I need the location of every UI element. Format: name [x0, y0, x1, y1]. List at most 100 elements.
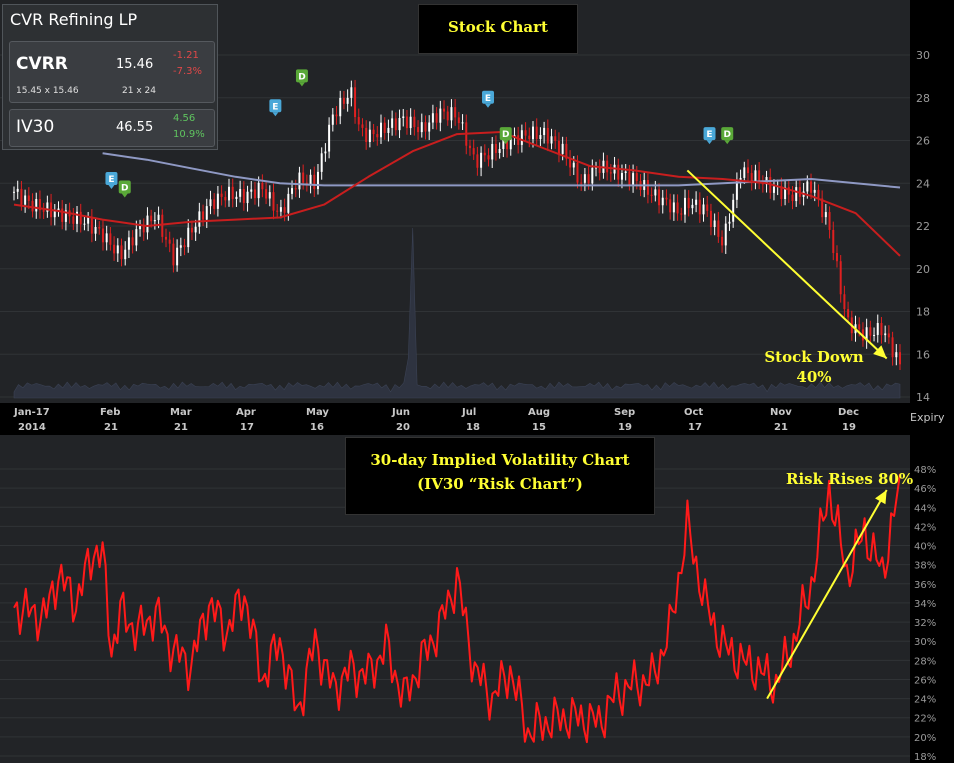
candle-body: [268, 192, 271, 199]
candle-body: [899, 352, 901, 365]
x-tick-label: Feb: [100, 407, 120, 418]
iv-chart-title-line1: 30-day Implied Volatility Chart: [370, 451, 630, 469]
candle-body: [394, 118, 397, 131]
candle-body: [669, 199, 672, 213]
quote-change: -1.21: [173, 50, 199, 61]
candle-body: [687, 197, 690, 209]
candle-body: [717, 220, 720, 237]
candle-body: [587, 174, 590, 184]
marker-pointer: [485, 103, 492, 108]
candle-body: [646, 180, 649, 195]
y-tick-label: 16: [916, 348, 930, 361]
candle-body: [839, 261, 842, 295]
y-tick-label: 22: [916, 220, 930, 233]
candle-body: [431, 113, 434, 123]
y-tick-label: 28: [916, 92, 930, 105]
quote-change-pct: -7.3%: [173, 66, 203, 77]
candle-body: [287, 193, 290, 213]
candle-body: [402, 116, 405, 119]
candle-body: [246, 191, 249, 204]
iv-chart-title-line2: (IV30 “Risk Chart”): [417, 475, 583, 493]
risk-rises-arrow-head: [875, 490, 887, 505]
candle-body: [835, 252, 838, 262]
candle-body: [706, 204, 709, 211]
candle-body: [413, 116, 416, 128]
candle-body: [131, 237, 134, 246]
candle-body: [176, 247, 179, 266]
candle-body: [895, 352, 898, 358]
candle-body: [439, 108, 442, 123]
candle-body: [365, 127, 368, 143]
candle-body: [554, 136, 557, 141]
candle-body: [858, 324, 861, 330]
candle-body: [205, 206, 208, 220]
candle-body: [101, 228, 104, 243]
candle-body: [658, 189, 661, 206]
candle-body: [168, 239, 171, 244]
candle-body: [591, 167, 594, 184]
x-tick-label: Sep: [614, 407, 635, 418]
candle-body: [676, 202, 679, 214]
y-tick-label: 38%: [914, 561, 936, 572]
candle-body: [239, 188, 242, 197]
candle-body: [116, 245, 119, 254]
x-tick-label: Oct: [684, 407, 703, 418]
candle-body: [724, 223, 727, 246]
x-tick-sublabel: 17: [688, 422, 702, 433]
marker-label: D: [298, 72, 305, 82]
candle-body: [832, 229, 835, 253]
candle-body: [328, 124, 331, 152]
candle-body: [342, 97, 345, 104]
y-tick-label: 24%: [914, 695, 936, 706]
candle-body: [702, 204, 705, 215]
candle-body: [150, 215, 153, 222]
stock-down-line1: Stock Down: [764, 348, 864, 366]
y-tick-label: 34%: [914, 599, 936, 610]
candle-body: [810, 181, 813, 193]
x-tick-sublabel: 15: [532, 422, 546, 433]
candle-body: [557, 140, 560, 154]
candle-body: [198, 211, 201, 227]
y-tick-label: 14: [916, 391, 930, 404]
candle-body: [787, 187, 790, 195]
y-tick-label: 40%: [914, 542, 936, 553]
candle-body: [520, 130, 523, 145]
quote-card-iv30[interactable]: IV30 46.55 4.56 10.9%: [9, 109, 215, 147]
candle-body: [609, 172, 612, 174]
candle-body: [316, 171, 319, 190]
quote-bid-ask: 15.45 x 15.46: [16, 86, 79, 96]
candle-body: [728, 221, 731, 224]
y-tick-label: 24: [916, 177, 930, 190]
candle-body: [83, 223, 86, 225]
candle-body: [242, 188, 245, 204]
candle-body: [735, 180, 738, 200]
candle-body: [624, 171, 627, 173]
candle-body: [161, 214, 164, 237]
quote-symbol: IV30: [16, 117, 55, 137]
iv-chart-title: 30-day Implied Volatility Chart (IV30 “R…: [345, 437, 655, 515]
candle-body: [865, 327, 868, 341]
candle-body: [483, 152, 486, 156]
candle-body: [265, 189, 268, 199]
candle-body: [153, 220, 156, 222]
candle-body: [164, 236, 167, 240]
candle-body: [142, 226, 145, 233]
earnings-marker: [105, 171, 118, 185]
marker-label: D: [121, 184, 128, 194]
candle-body: [13, 191, 15, 193]
candle-body: [754, 170, 757, 183]
candle-body: [24, 195, 27, 205]
marker-pointer: [121, 193, 128, 198]
y-tick-label: 30%: [914, 637, 936, 648]
candle-body: [828, 212, 831, 230]
quote-size: 21 x 24: [122, 86, 156, 96]
candle-body: [580, 182, 583, 184]
candle-body: [583, 174, 586, 183]
candle-body: [190, 227, 193, 233]
candle-body: [661, 197, 664, 206]
quote-card-cvrr[interactable]: CVRR 15.46 -1.21 -7.3% 15.45 x 15.46 21 …: [9, 41, 215, 103]
candle-body: [487, 155, 490, 160]
candle-body: [443, 108, 446, 112]
candle-body: [887, 333, 890, 338]
candle-body: [228, 186, 231, 201]
